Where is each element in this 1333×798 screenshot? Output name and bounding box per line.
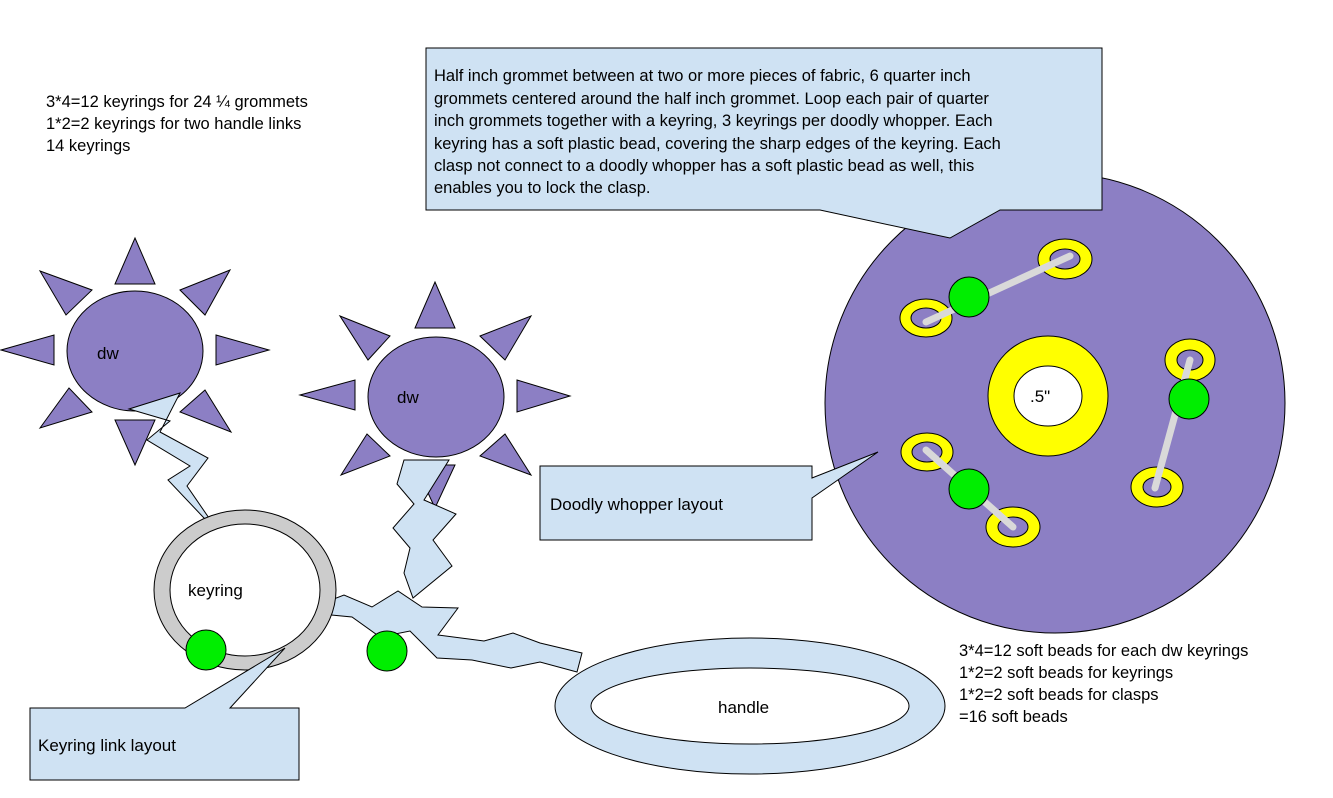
- keyring-label: keyring: [188, 581, 243, 600]
- description-line: inch grommets together with a keyring, 3…: [434, 112, 993, 130]
- quarter-grommet: [899, 298, 953, 338]
- keyring-layout-callout: [29, 647, 300, 781]
- dw-middle-label: dw: [397, 388, 419, 407]
- handle-hole: [590, 667, 910, 745]
- description-callout: [425, 47, 1103, 239]
- doodly-whopper-left: [0, 236, 271, 467]
- description-line: grommets centered around the half inch g…: [434, 90, 989, 108]
- note-line: 1*2=2 soft beads for keyrings: [959, 664, 1173, 682]
- doodly-layout-callout: [539, 451, 879, 541]
- description-line: clasp not connect to a doodly whopper ha…: [434, 157, 974, 175]
- doodly-layout-callout-label: Doodly whopper layout: [550, 495, 723, 514]
- keyring-count-note: 3*4=12 keyrings for 24 ¼ grommets 1*2=2 …: [46, 93, 308, 155]
- description-line: enables you to lock the clasp.: [434, 179, 650, 197]
- dw-left-label: dw: [97, 344, 119, 363]
- handle-label: handle: [718, 698, 769, 717]
- description-text: Half inch grommet between at two or more…: [434, 67, 1001, 197]
- note-line: 1*2=2 soft beads for clasps: [959, 686, 1159, 704]
- lightning-link: [299, 590, 583, 673]
- center-grommet-label: .5": [1030, 387, 1050, 406]
- note-line: 1*2=2 keyrings for two handle links: [46, 115, 301, 133]
- lightning-link: [392, 459, 457, 599]
- soft-bead: [948, 468, 990, 510]
- center-grommet-hole: [1013, 365, 1083, 427]
- soft-bead: [366, 630, 408, 672]
- bead-count-note: 3*4=12 soft beads for each dw keyrings 1…: [959, 642, 1248, 726]
- description-line: keyring has a soft plastic bead, coverin…: [434, 135, 1001, 153]
- note-line: 3*4=12 keyrings for 24 ¼ grommets: [46, 93, 308, 111]
- note-line: 3*4=12 soft beads for each dw keyrings: [959, 642, 1248, 660]
- soft-bead: [948, 276, 990, 318]
- note-line: 14 keyrings: [46, 137, 130, 155]
- keyring-hole: [169, 523, 321, 657]
- soft-bead: [1168, 378, 1210, 420]
- description-line: Half inch grommet between at two or more…: [434, 67, 971, 85]
- keyring-layout-callout-label: Keyring link layout: [38, 736, 176, 755]
- doodly-whopper-middle: [298, 280, 572, 510]
- keyring-link: [922, 252, 1074, 326]
- note-line: =16 soft beads: [959, 708, 1068, 726]
- soft-bead: [185, 629, 227, 671]
